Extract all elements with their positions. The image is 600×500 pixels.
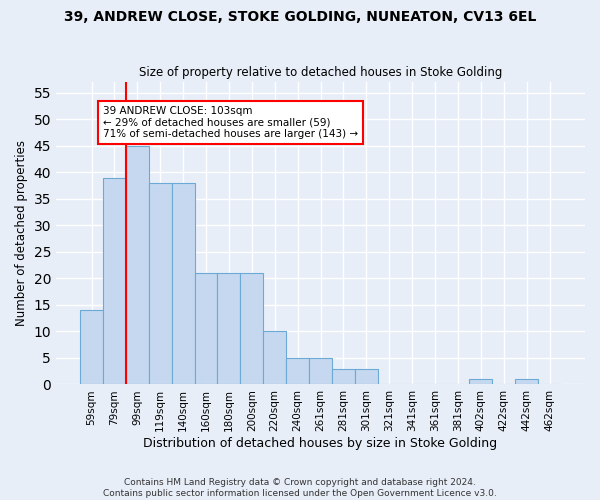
Bar [149, 183, 172, 384]
Bar [241, 273, 263, 384]
Title: Size of property relative to detached houses in Stoke Golding: Size of property relative to detached ho… [139, 66, 502, 80]
Bar [126, 146, 149, 384]
Bar [332, 368, 355, 384]
Text: 39 ANDREW CLOSE: 103sqm
← 29% of detached houses are smaller (59)
71% of semi-de: 39 ANDREW CLOSE: 103sqm ← 29% of detache… [103, 106, 358, 139]
Text: 39, ANDREW CLOSE, STOKE GOLDING, NUNEATON, CV13 6EL: 39, ANDREW CLOSE, STOKE GOLDING, NUNEATO… [64, 10, 536, 24]
Bar [355, 368, 378, 384]
Bar [263, 332, 286, 384]
Bar [217, 273, 241, 384]
X-axis label: Distribution of detached houses by size in Stoke Golding: Distribution of detached houses by size … [143, 437, 497, 450]
Bar [515, 379, 538, 384]
Bar [80, 310, 103, 384]
Bar [309, 358, 332, 384]
Y-axis label: Number of detached properties: Number of detached properties [15, 140, 28, 326]
Text: Contains HM Land Registry data © Crown copyright and database right 2024.
Contai: Contains HM Land Registry data © Crown c… [103, 478, 497, 498]
Bar [194, 273, 217, 384]
Bar [103, 178, 126, 384]
Bar [469, 379, 492, 384]
Bar [172, 183, 194, 384]
Bar [286, 358, 309, 384]
